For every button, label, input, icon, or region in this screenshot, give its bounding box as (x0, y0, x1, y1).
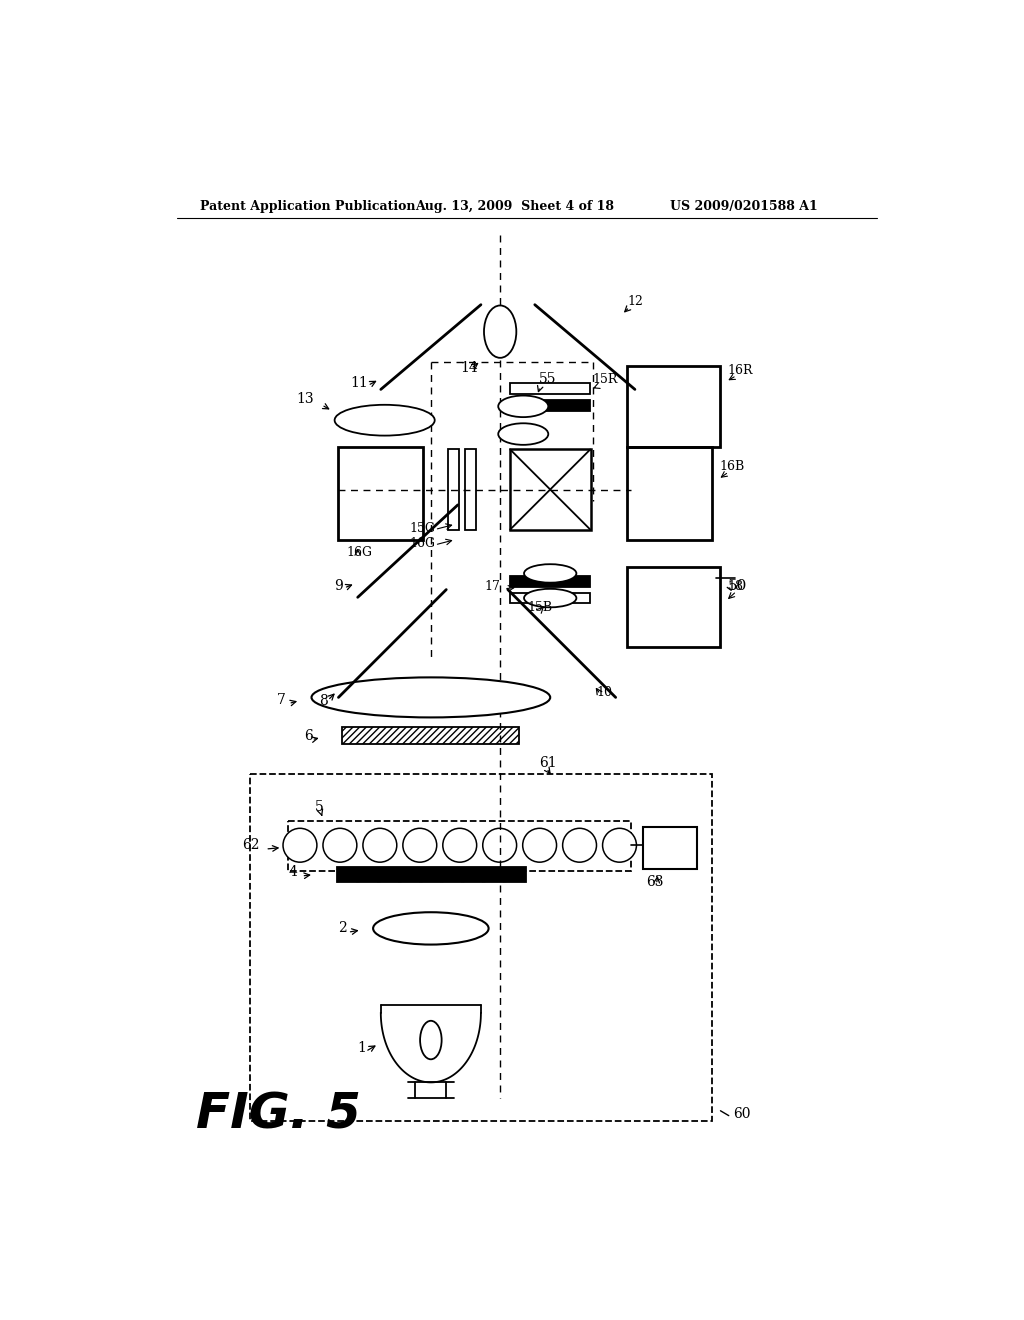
Text: 5: 5 (315, 800, 325, 814)
Circle shape (283, 829, 316, 862)
Ellipse shape (524, 564, 577, 582)
Text: 17: 17 (484, 579, 501, 593)
Text: 16B: 16B (720, 461, 744, 474)
Text: 16G: 16G (346, 546, 372, 560)
Bar (643, 826, 696, 869)
Bar (510, 593, 590, 603)
Text: 15B: 15B (527, 601, 552, 614)
Bar (628, 566, 720, 647)
Bar (337, 867, 525, 882)
Text: 13: 13 (296, 392, 313, 407)
Text: Aug. 13, 2009  Sheet 4 of 18: Aug. 13, 2009 Sheet 4 of 18 (416, 199, 614, 213)
Text: 62: 62 (243, 838, 260, 853)
Circle shape (602, 829, 637, 862)
Text: 1: 1 (357, 1040, 367, 1055)
Bar (447, 449, 459, 529)
Text: FIG. 5: FIG. 5 (196, 1090, 360, 1139)
Text: 60: 60 (733, 1107, 751, 1121)
Text: Patent Application Publication: Patent Application Publication (200, 199, 416, 213)
Circle shape (482, 829, 517, 862)
Circle shape (402, 829, 436, 862)
Text: 10: 10 (596, 686, 612, 698)
Text: 11: 11 (350, 376, 368, 391)
Bar (628, 367, 720, 447)
Bar (510, 383, 590, 393)
Bar (342, 727, 519, 744)
Ellipse shape (335, 405, 435, 436)
Bar (510, 449, 591, 531)
Text: 16R: 16R (727, 364, 753, 378)
Text: 16G: 16G (410, 537, 435, 550)
Text: 15R: 15R (593, 374, 617, 387)
Text: 15G: 15G (410, 521, 435, 535)
Circle shape (562, 829, 597, 862)
Text: 8: 8 (319, 694, 328, 708)
Bar (510, 400, 590, 411)
Ellipse shape (524, 589, 577, 607)
Text: 7: 7 (276, 693, 286, 706)
Text: 18: 18 (727, 579, 743, 593)
Bar (510, 576, 590, 586)
Circle shape (522, 829, 557, 862)
Circle shape (442, 829, 477, 862)
Text: 50: 50 (727, 578, 746, 593)
Bar (628, 447, 712, 540)
Bar (465, 449, 475, 529)
Bar (289, 821, 631, 871)
Circle shape (362, 829, 396, 862)
Text: 6: 6 (304, 729, 312, 743)
Text: 4: 4 (289, 865, 297, 879)
Bar (250, 775, 712, 1121)
Ellipse shape (499, 396, 548, 417)
Text: 2: 2 (339, 921, 347, 936)
Bar (339, 447, 423, 540)
Text: 12: 12 (628, 294, 643, 308)
Text: 63: 63 (646, 875, 664, 890)
Text: 9: 9 (335, 578, 343, 593)
Text: 61: 61 (539, 755, 556, 770)
Ellipse shape (311, 677, 550, 718)
Text: 14: 14 (460, 360, 478, 375)
Circle shape (323, 829, 356, 862)
Text: US 2009/0201588 A1: US 2009/0201588 A1 (670, 199, 817, 213)
Ellipse shape (484, 305, 516, 358)
Text: 55: 55 (539, 372, 556, 387)
Ellipse shape (499, 424, 548, 445)
